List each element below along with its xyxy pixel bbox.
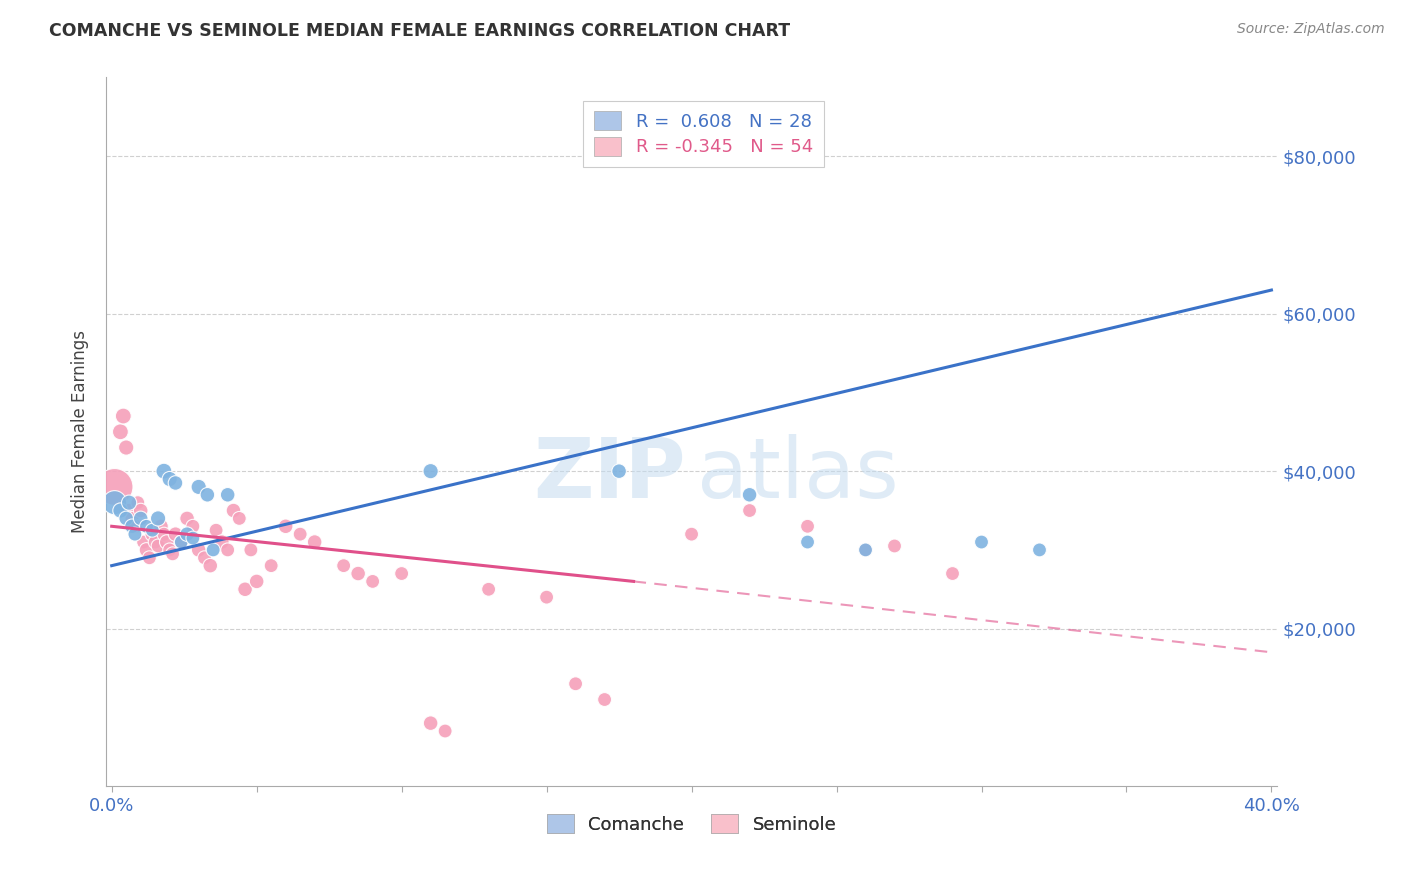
- Point: [419, 716, 441, 731]
- Point: [124, 527, 146, 541]
- Point: [200, 558, 222, 573]
- Point: [970, 535, 993, 549]
- Point: [127, 496, 149, 510]
- Point: [135, 519, 157, 533]
- Point: [110, 425, 132, 439]
- Point: [217, 542, 239, 557]
- Point: [332, 558, 354, 573]
- Point: [104, 480, 127, 494]
- Point: [165, 527, 187, 541]
- Point: [211, 535, 233, 549]
- Point: [141, 527, 163, 541]
- Point: [153, 527, 176, 541]
- Point: [361, 574, 384, 589]
- Point: [260, 558, 283, 573]
- Point: [129, 511, 152, 525]
- Point: [855, 542, 877, 557]
- Point: [941, 566, 963, 581]
- Text: COMANCHE VS SEMINOLE MEDIAN FEMALE EARNINGS CORRELATION CHART: COMANCHE VS SEMINOLE MEDIAN FEMALE EARNI…: [49, 22, 790, 40]
- Point: [274, 519, 297, 533]
- Point: [135, 542, 157, 557]
- Point: [564, 677, 586, 691]
- Point: [195, 488, 218, 502]
- Point: [176, 527, 198, 541]
- Point: [153, 464, 176, 478]
- Point: [146, 539, 169, 553]
- Point: [228, 511, 250, 525]
- Point: [118, 496, 141, 510]
- Point: [796, 535, 818, 549]
- Point: [239, 542, 262, 557]
- Point: [478, 582, 501, 597]
- Point: [202, 542, 225, 557]
- Legend: Comanche, Seminole: Comanche, Seminole: [540, 807, 844, 841]
- Point: [288, 527, 311, 541]
- Point: [162, 547, 184, 561]
- Point: [104, 496, 127, 510]
- Point: [165, 475, 187, 490]
- Point: [536, 590, 558, 604]
- Point: [170, 535, 193, 549]
- Point: [434, 724, 457, 739]
- Text: atlas: atlas: [697, 434, 900, 515]
- Point: [156, 535, 179, 549]
- Point: [112, 409, 135, 423]
- Point: [222, 503, 245, 517]
- Point: [304, 535, 326, 549]
- Point: [129, 503, 152, 517]
- Point: [146, 511, 169, 525]
- Point: [176, 511, 198, 525]
- Point: [150, 519, 173, 533]
- Point: [138, 550, 160, 565]
- Point: [593, 692, 616, 706]
- Point: [738, 503, 761, 517]
- Point: [796, 519, 818, 533]
- Point: [121, 511, 143, 525]
- Point: [115, 511, 138, 525]
- Point: [883, 539, 905, 553]
- Point: [143, 535, 166, 549]
- Point: [681, 527, 703, 541]
- Point: [193, 550, 215, 565]
- Point: [159, 472, 181, 486]
- Point: [110, 503, 132, 517]
- Point: [141, 523, 163, 537]
- Point: [187, 542, 209, 557]
- Y-axis label: Median Female Earnings: Median Female Earnings: [72, 330, 89, 533]
- Point: [132, 535, 155, 549]
- Point: [187, 480, 209, 494]
- Point: [124, 519, 146, 533]
- Point: [118, 503, 141, 517]
- Text: ZIP: ZIP: [533, 434, 686, 515]
- Point: [115, 441, 138, 455]
- Point: [170, 535, 193, 549]
- Point: [738, 488, 761, 502]
- Point: [181, 531, 204, 545]
- Point: [391, 566, 413, 581]
- Point: [855, 542, 877, 557]
- Point: [246, 574, 269, 589]
- Point: [217, 488, 239, 502]
- Point: [419, 464, 441, 478]
- Point: [233, 582, 256, 597]
- Text: Source: ZipAtlas.com: Source: ZipAtlas.com: [1237, 22, 1385, 37]
- Point: [181, 519, 204, 533]
- Point: [1028, 542, 1050, 557]
- Point: [159, 542, 181, 557]
- Point: [205, 523, 228, 537]
- Point: [347, 566, 370, 581]
- Point: [121, 519, 143, 533]
- Point: [607, 464, 630, 478]
